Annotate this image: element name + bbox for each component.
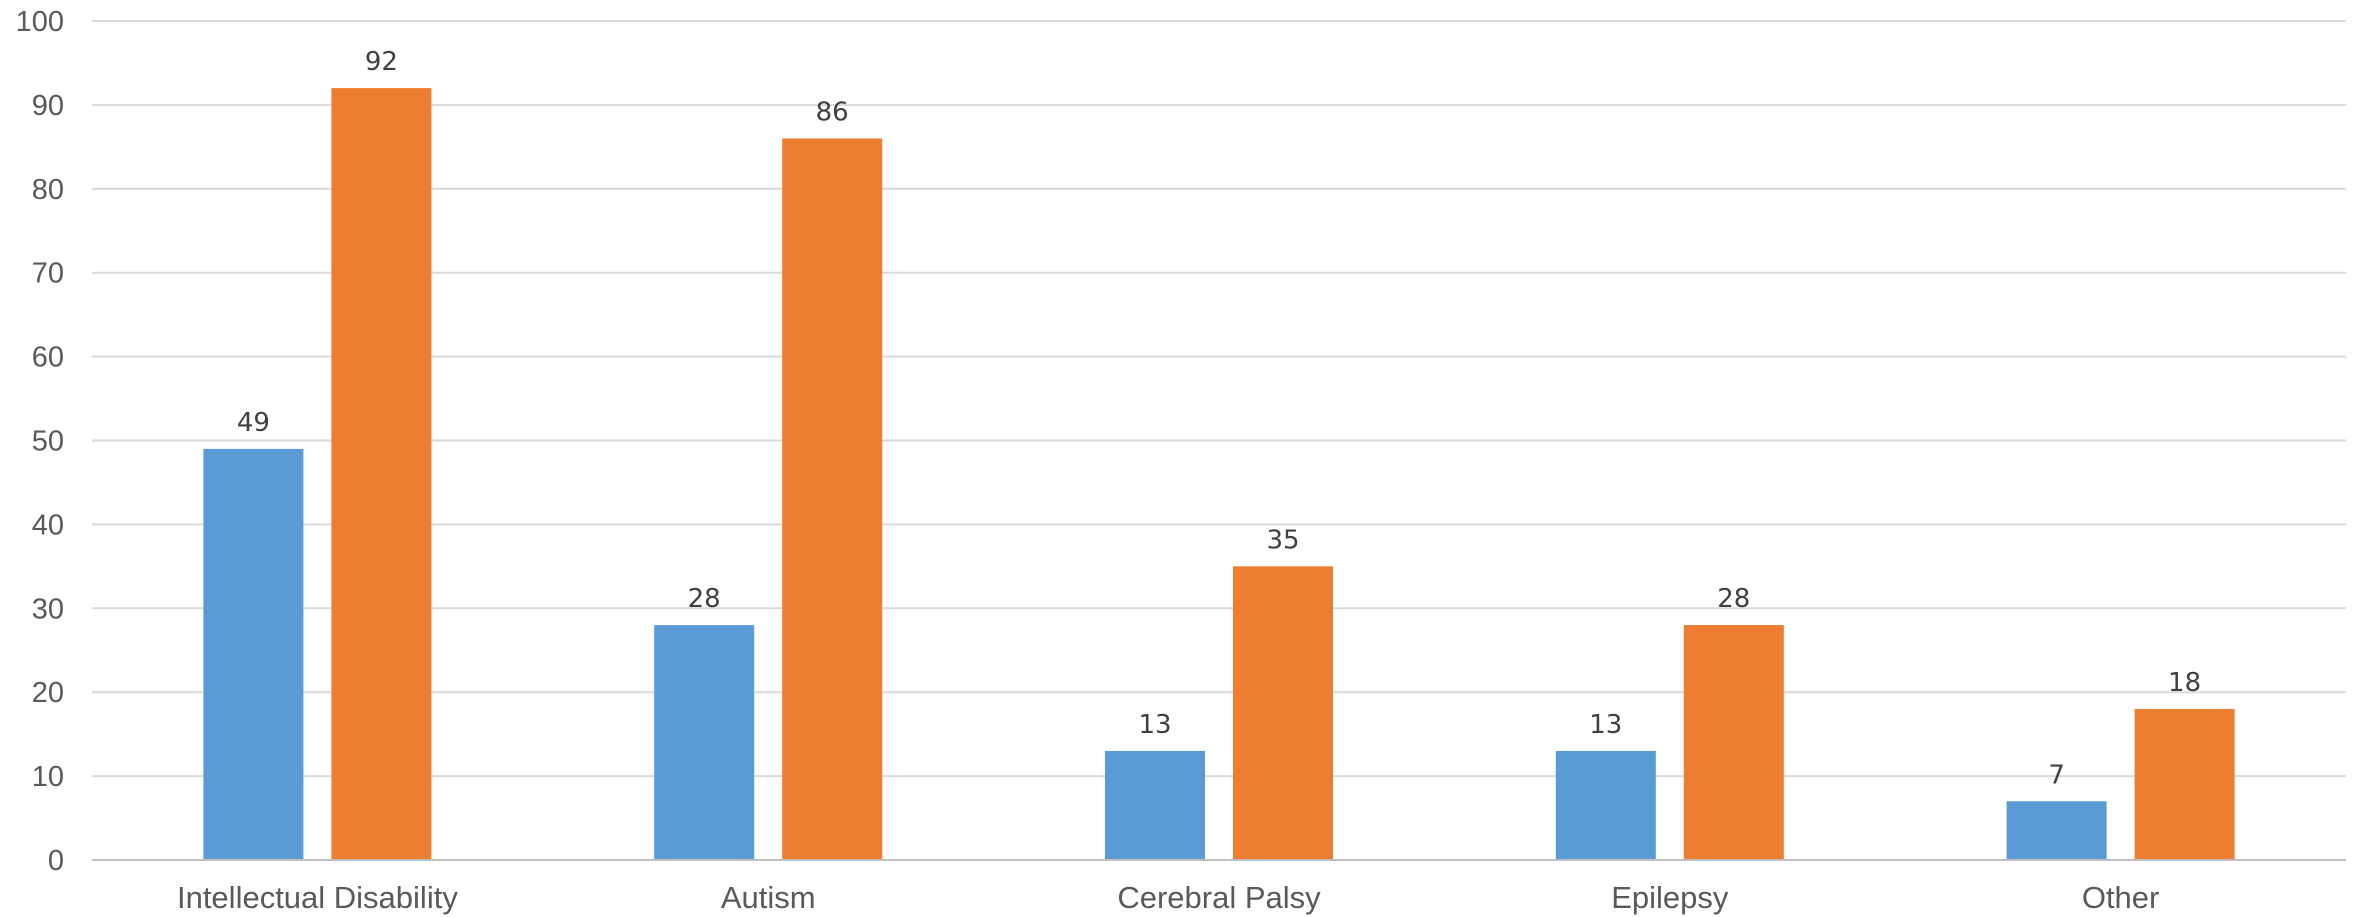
x-axis-category-labels: Intellectual Disability Autism Cerebral Pa… (177, 880, 2159, 915)
bar (1233, 566, 1333, 860)
bar (2134, 708, 2235, 860)
data-label: 35 (1266, 525, 1299, 555)
x-category-label: Other (2082, 880, 2160, 915)
data-labels: 49 92 28 86 13 35 13 28 7 18 (237, 47, 2201, 790)
data-label: 18 (2168, 668, 2201, 698)
y-tick-label: 50 (32, 426, 64, 458)
gridlines (92, 20, 2346, 778)
bar (782, 138, 883, 860)
x-category-label: Intellectual Disability (177, 880, 458, 915)
data-label: 49 (237, 408, 270, 438)
data-label: 13 (1589, 710, 1622, 740)
bar (2006, 801, 2107, 860)
x-category-label: Epilepsy (1611, 880, 1729, 915)
bars (203, 88, 2235, 861)
y-tick-label: 0 (48, 845, 64, 877)
bar (331, 88, 432, 861)
y-tick-label: 80 (32, 174, 64, 206)
bar (654, 625, 755, 860)
data-label: 28 (1717, 584, 1750, 614)
y-tick-label: 10 (32, 761, 64, 793)
x-category-label: Autism (721, 880, 816, 915)
y-tick-label: 70 (32, 258, 64, 290)
data-label: 28 (688, 584, 721, 614)
x-category-label: Cerebral Palsy (1117, 880, 1321, 915)
data-label: 92 (365, 47, 398, 77)
y-tick-label: 90 (32, 90, 64, 122)
y-tick-label: 40 (32, 509, 64, 541)
data-label: 86 (816, 97, 849, 127)
bar (1105, 750, 1205, 860)
y-tick-label: 60 (32, 342, 64, 374)
data-label: 7 (2048, 760, 2065, 790)
bar (1555, 750, 1656, 860)
y-tick-label: 20 (32, 677, 64, 709)
y-tick-label: 30 (32, 593, 64, 625)
y-tick-label: 100 (16, 6, 64, 38)
data-label: 13 (1138, 710, 1171, 740)
bar (203, 448, 304, 860)
bar (1683, 625, 1784, 860)
y-axis-tick-labels: 0 10 20 30 40 50 60 70 80 90 100 (16, 6, 64, 877)
